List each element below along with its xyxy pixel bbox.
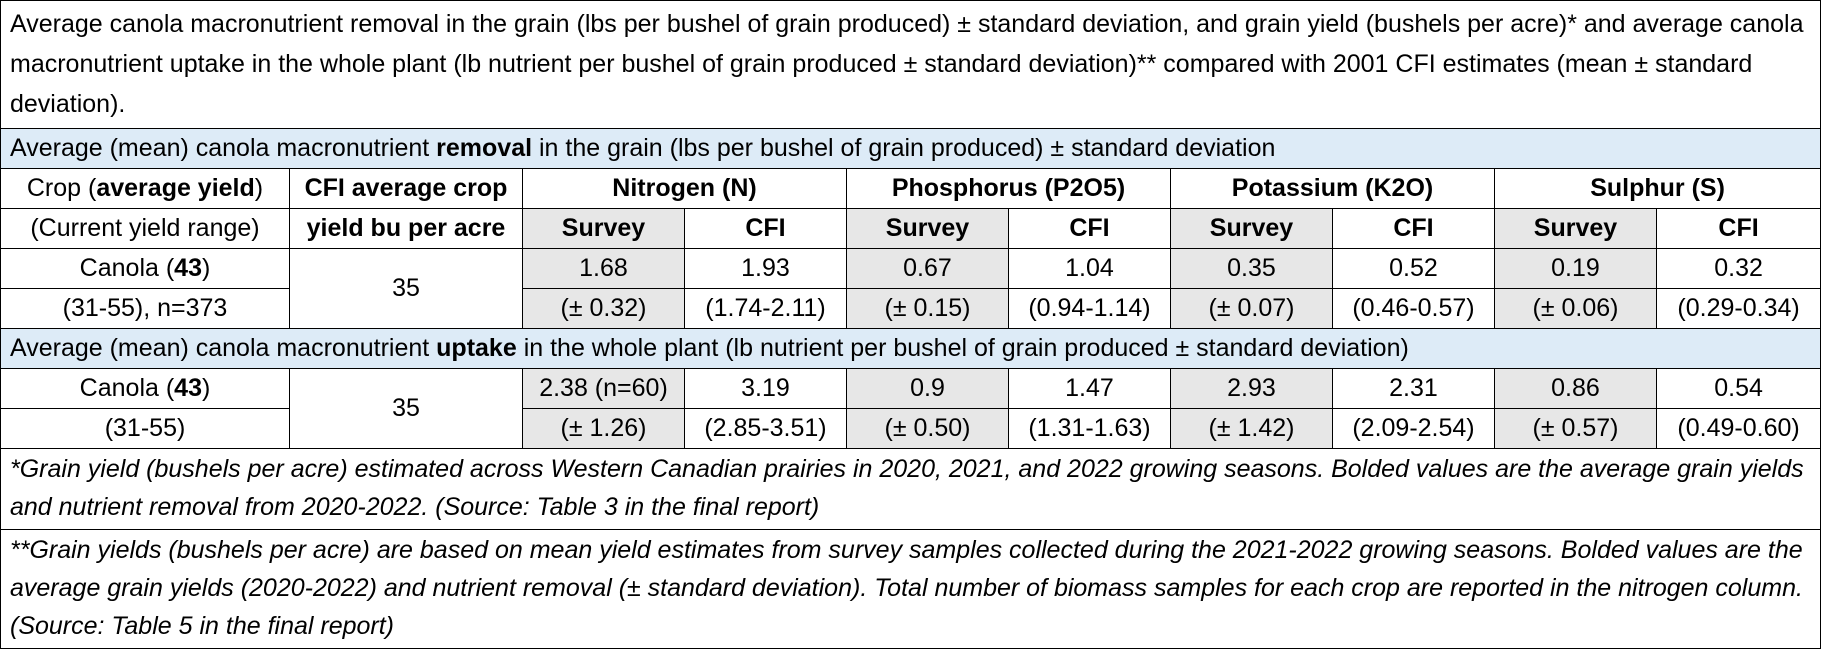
range-cell: (± 0.57) — [1494, 408, 1657, 449]
footnote-row: *Grain yield (bushels per acre) estimate… — [0, 448, 1822, 530]
crop-cell: Canola (43) — [0, 368, 290, 409]
header-text: ) — [254, 174, 264, 202]
cfi-yield-header-2: yield bu per acre — [289, 208, 523, 249]
header-row-1: Crop (average yield) CFI average crop Ni… — [0, 168, 1822, 209]
cfi-subheader: CFI — [684, 208, 847, 249]
cfi-subheader: CFI — [1332, 208, 1495, 249]
removal-values-row: Canola (43) 35 1.68 1.93 0.67 1.04 0.35 … — [0, 248, 1822, 329]
range-cell: (2.09-2.54) — [1332, 408, 1495, 449]
value-cell: 2.31 — [1332, 368, 1495, 409]
value-cell: 0.9 — [846, 368, 1009, 409]
crop-range-cell: (31-55) — [0, 408, 290, 449]
range-cell: (± 0.15) — [846, 288, 1009, 329]
table-title: Average canola macronutrient removal in … — [0, 0, 1822, 129]
survey-subheader: Survey — [846, 208, 1009, 249]
removal-section-heading: Average (mean) canola macronutrient remo… — [0, 128, 1822, 169]
value-cell: 0.52 — [1332, 248, 1495, 289]
value-cell: 2.38 (n=60) — [522, 368, 685, 409]
footnote-1: *Grain yield (bushels per acre) estimate… — [0, 448, 1822, 530]
value-cell: 1.04 — [1008, 248, 1171, 289]
section-text: Average (mean) canola macronutrient — [10, 334, 437, 362]
range-cell: (0.46-0.57) — [1332, 288, 1495, 329]
crop-name: Canola ( — [79, 254, 175, 282]
value-cell: 0.19 — [1494, 248, 1657, 289]
header-row-2: (Current yield range) yield bu per acre … — [0, 208, 1822, 249]
range-cell: (1.31-1.63) — [1008, 408, 1171, 449]
cfi-yield-header: CFI average crop — [289, 168, 523, 209]
survey-subheader: Survey — [1170, 208, 1333, 249]
survey-subheader: Survey — [1494, 208, 1657, 249]
range-cell: (± 1.42) — [1170, 408, 1333, 449]
section-bold-text: removal — [436, 134, 533, 162]
footnote-row: **Grain yields (bushels per acre) are ba… — [0, 529, 1822, 649]
range-cell: (± 1.26) — [522, 408, 685, 449]
title-row: Average canola macronutrient removal in … — [0, 0, 1822, 129]
crop-name: Canola ( — [79, 374, 175, 402]
nutrient-table: Average canola macronutrient removal in … — [0, 0, 1822, 649]
range-cell: (1.74-2.11) — [684, 288, 847, 329]
survey-subheader: Survey — [522, 208, 685, 249]
crop-average-yield: 43 — [174, 374, 202, 402]
uptake-section-heading: Average (mean) canola macronutrient upta… — [0, 328, 1822, 369]
section-bold-text: uptake — [436, 334, 517, 362]
range-cell: (2.85-3.51) — [684, 408, 847, 449]
uptake-section-row: Average (mean) canola macronutrient upta… — [0, 328, 1822, 369]
crop-header: Crop (average yield) — [0, 168, 290, 209]
phosphorus-header: Phosphorus (P2O5) — [846, 168, 1171, 209]
crop-average-yield: 43 — [174, 254, 202, 282]
value-cell: 0.67 — [846, 248, 1009, 289]
range-cell: (± 0.06) — [1494, 288, 1657, 329]
cfi-yield-cell: 35 — [289, 368, 523, 449]
range-cell: (0.29-0.34) — [1655, 288, 1822, 329]
value-cell: 0.32 — [1655, 248, 1822, 289]
range-cell: (0.94-1.14) — [1008, 288, 1171, 329]
value-cell: 0.86 — [1494, 368, 1657, 409]
section-text: in the whole plant (lb nutrient per bush… — [516, 334, 1409, 362]
removal-ranges-row: (31-55), n=373 (± 0.32) (1.74-2.11) (± 0… — [0, 288, 1822, 329]
cfi-yield-cell: 35 — [289, 248, 523, 329]
section-text: in the grain (lbs per bushel of grain pr… — [532, 134, 1276, 162]
section-text: Average (mean) canola macronutrient — [10, 134, 437, 162]
footnote-2: **Grain yields (bushels per acre) are ba… — [0, 529, 1822, 649]
value-cell: 1.68 — [522, 248, 685, 289]
header-text: Crop ( — [26, 174, 97, 202]
range-cell: (± 0.32) — [522, 288, 685, 329]
value-cell: 1.47 — [1008, 368, 1171, 409]
value-cell: 0.35 — [1170, 248, 1333, 289]
range-cell: (± 0.07) — [1170, 288, 1333, 329]
uptake-values-row: Canola (43) 35 2.38 (n=60) 3.19 0.9 1.47… — [0, 368, 1822, 449]
potassium-header: Potassium (K2O) — [1170, 168, 1495, 209]
range-cell: (0.49-0.60) — [1655, 408, 1822, 449]
value-cell: 2.93 — [1170, 368, 1333, 409]
crop-name: ) — [201, 374, 211, 402]
cfi-subheader: CFI — [1655, 208, 1822, 249]
crop-cell: Canola (43) — [0, 248, 290, 289]
value-cell: 1.93 — [684, 248, 847, 289]
uptake-ranges-row: (31-55) (± 1.26) (2.85-3.51) (± 0.50) (1… — [0, 408, 1822, 449]
value-cell: 0.54 — [1655, 368, 1822, 409]
crop-range-header: (Current yield range) — [0, 208, 290, 249]
range-cell: (± 0.50) — [846, 408, 1009, 449]
removal-section-row: Average (mean) canola macronutrient remo… — [0, 128, 1822, 169]
crop-name: ) — [201, 254, 211, 282]
header-bold-text: average yield — [96, 174, 255, 202]
nitrogen-header: Nitrogen (N) — [522, 168, 847, 209]
sulphur-header: Sulphur (S) — [1493, 168, 1822, 209]
cfi-subheader: CFI — [1008, 208, 1171, 249]
crop-range-cell: (31-55), n=373 — [0, 288, 290, 329]
value-cell: 3.19 — [684, 368, 847, 409]
